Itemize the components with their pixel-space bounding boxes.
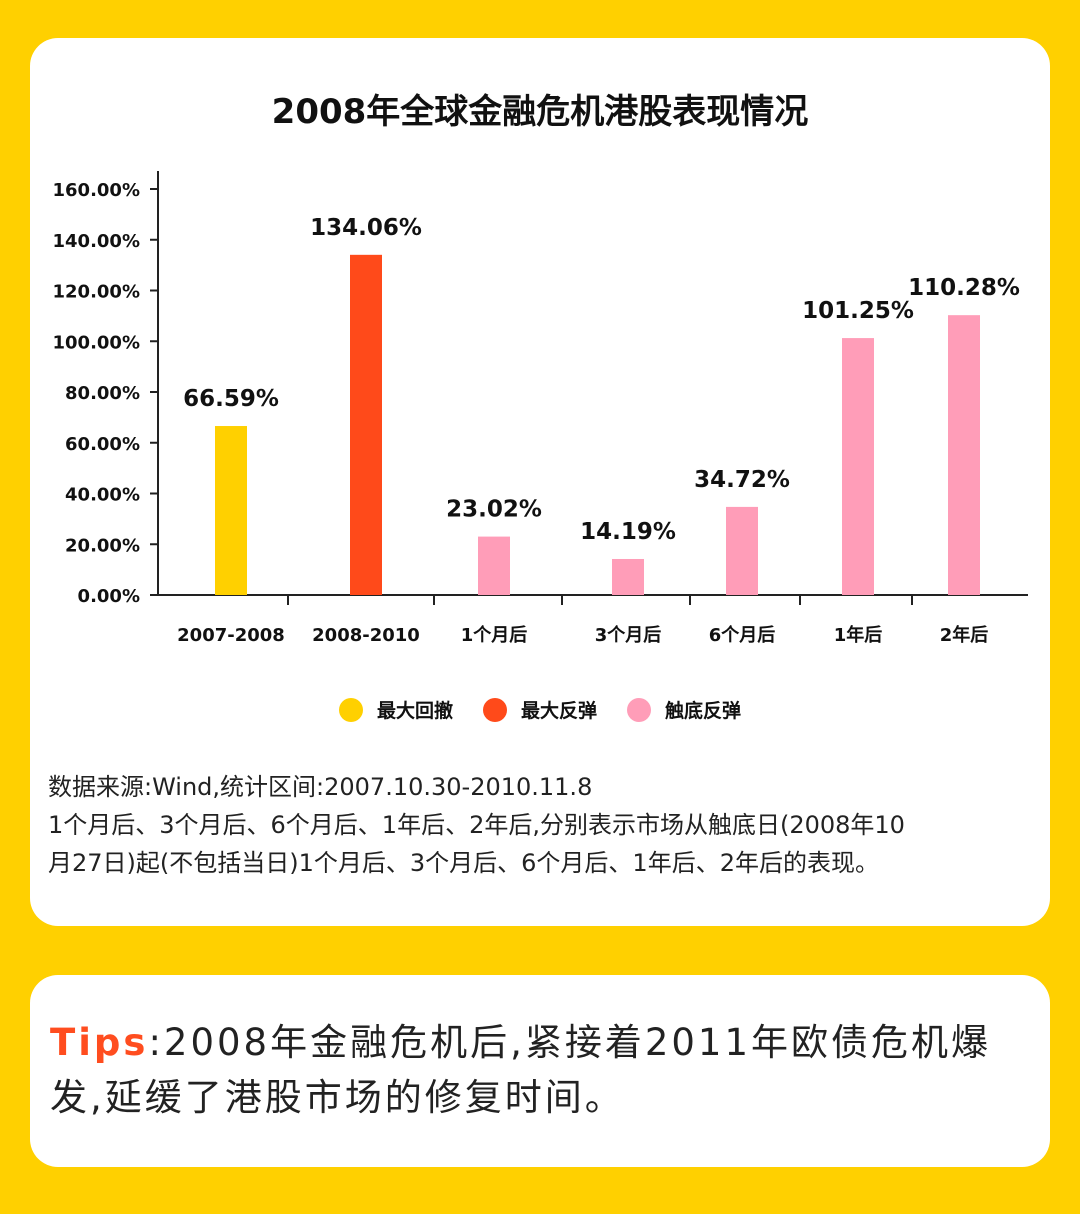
data-label: 14.19% [580, 519, 676, 545]
data-label: 23.02% [446, 497, 542, 523]
legend-swatch [338, 697, 363, 722]
y-tick-label: 100.00% [53, 332, 141, 353]
tips-text: Tips:2008年金融危机后,紧接着2011年欧债危机爆发,延缓了港股市场的修… [50, 1015, 1034, 1125]
legend-item: 触底反弹 [627, 696, 741, 723]
tips-label: Tips [50, 1021, 149, 1064]
bar [948, 315, 980, 595]
legend-swatch [627, 697, 651, 722]
bar [726, 506, 758, 595]
y-tick-label: 140.00% [53, 231, 141, 252]
bar [478, 536, 510, 595]
data-label: 134.06% [310, 215, 422, 241]
data-label: 101.25% [802, 298, 914, 324]
x-tick-label: 6个月后 [709, 624, 776, 646]
legend-item: 最大回撤 [338, 696, 453, 723]
bar [842, 338, 874, 595]
x-tick-label: 2007-2008 [177, 625, 285, 646]
data-label: 110.28% [908, 275, 1020, 301]
legend-item: 最大反弹 [482, 696, 597, 723]
x-tick-label: 1个月后 [461, 624, 528, 646]
y-tick-label: 20.00% [65, 535, 140, 556]
tips-card: Tips:2008年金融危机后,紧接着2011年欧债危机爆发,延缓了港股市场的修… [30, 975, 1050, 1167]
y-tick-label: 160.00% [53, 180, 141, 201]
y-tick-label: 0.00% [78, 586, 140, 607]
chart-title: 2008年全球金融危机港股表现情况 [271, 92, 809, 132]
bar [350, 254, 382, 595]
y-tick-label: 40.00% [65, 485, 140, 506]
legend-swatch [482, 697, 507, 722]
source-line-1: 数据来源:Wind,统计区间:2007.10.30-2010.11.8 [48, 773, 593, 801]
data-label: 34.72% [694, 467, 790, 493]
y-tick-label: 120.00% [53, 282, 141, 303]
x-tick-label: 2008-2010 [312, 625, 420, 646]
bar [612, 558, 644, 595]
chart-legend: 最大回撤 最大反弹 触底反弹 [30, 696, 1050, 723]
source-line-2: 1个月后、3个月后、6个月后、1年后、2年后,分别表示市场从触底日(2008年1… [48, 811, 905, 839]
data-label: 66.59% [183, 386, 279, 412]
y-tick-label: 80.00% [65, 383, 140, 404]
x-tick-label: 2年后 [940, 624, 989, 646]
x-tick-label: 1年后 [834, 624, 883, 646]
legend-label: 触底反弹 [665, 700, 742, 722]
bar [215, 426, 247, 595]
bar-chart: 0.00% 20.00% 40.00% 60.00% 80.00% 100.00% 120.… [53, 171, 1028, 646]
source-note: 数据来源:Wind,统计区间:2007.10.30-2010.11.8 1个月后… [48, 768, 1036, 882]
x-tick-label: 3个月后 [595, 624, 662, 646]
legend-label: 最大反弹 [520, 700, 597, 722]
legend-label: 最大回撤 [376, 700, 453, 722]
chart-card: 2008年全球金融危机港股表现情况 0.00% 20.00% 40.00% 60.00… [30, 38, 1050, 926]
source-line-3: 月27日)起(不包括当日)1个月后、3个月后、6个月后、1年后、2年后的表现。 [48, 849, 879, 877]
tips-body: :2008年金融危机后,紧接着2011年欧债危机爆发,延缓了港股市场的修复时间。 [50, 1021, 991, 1119]
y-tick-label: 60.00% [65, 434, 140, 455]
